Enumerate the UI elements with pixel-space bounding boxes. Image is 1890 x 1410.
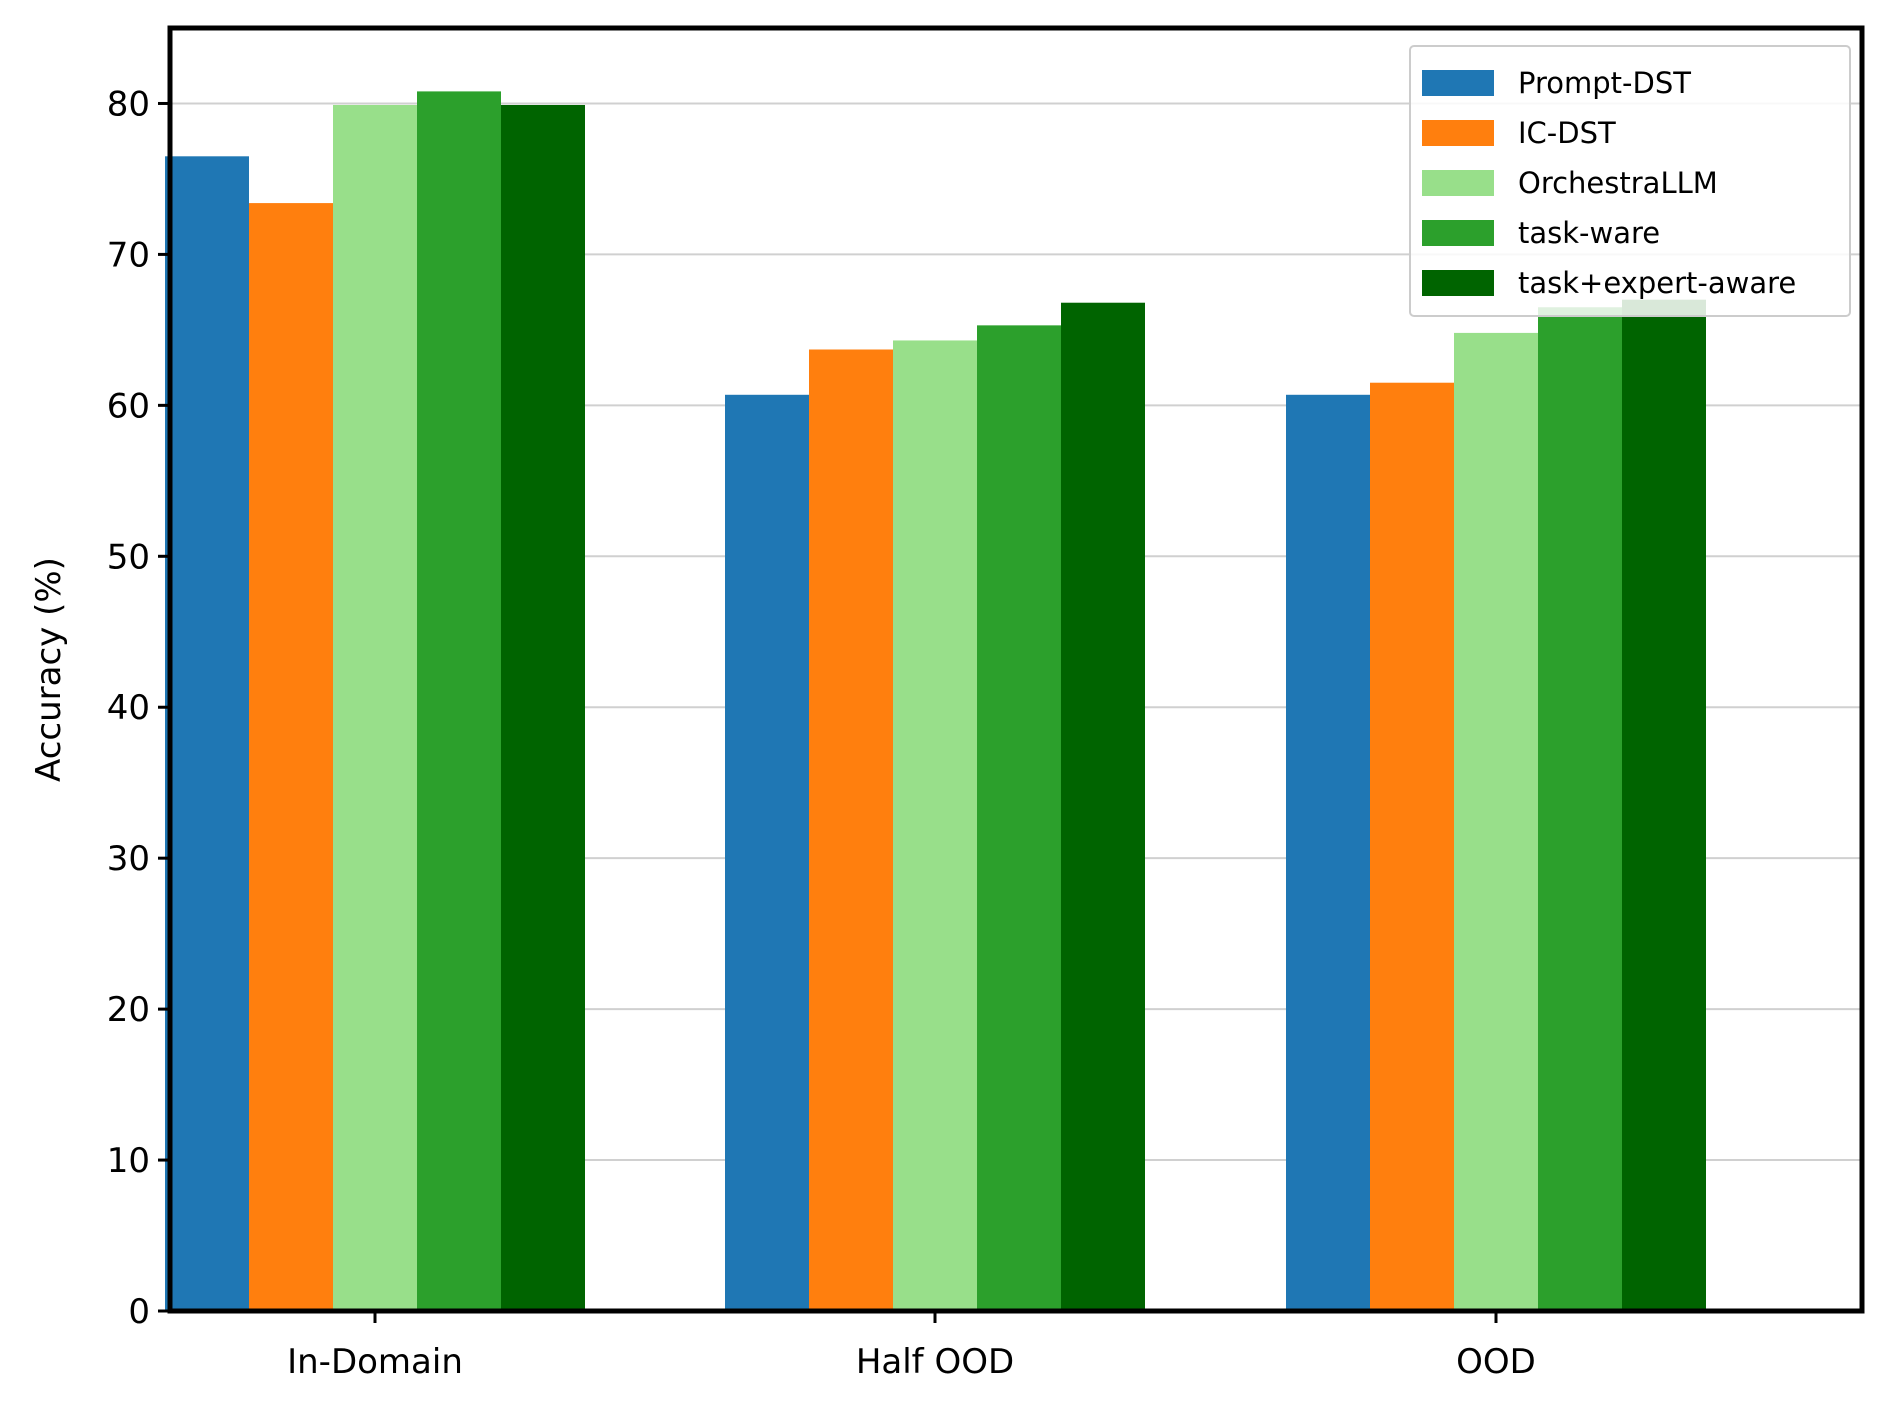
legend-label: OrchestraLLM	[1518, 166, 1718, 200]
bar-ic-dst-half-ood	[809, 349, 893, 1311]
bar-orchestrallm-ood	[1454, 332, 1538, 1311]
legend-swatch	[1422, 170, 1494, 196]
y-tick-label: 70	[107, 235, 150, 275]
y-tick-label: 20	[107, 990, 150, 1030]
legend-swatch	[1422, 70, 1494, 96]
bar-task-ware-in-domain	[417, 91, 501, 1312]
bar-orchestrallm-in-domain	[333, 104, 417, 1312]
bar-prompt-dst-in-domain	[165, 156, 249, 1311]
bar-task-expert-aware-half-ood	[1061, 302, 1145, 1311]
y-tick-label: 30	[107, 839, 150, 879]
legend-label: IC-DST	[1518, 116, 1616, 150]
bar-ic-dst-ood	[1370, 382, 1454, 1311]
y-tick-label: 0	[128, 1292, 150, 1332]
bar-task-ware-half-ood	[977, 325, 1061, 1311]
bar-orchestrallm-half-ood	[893, 340, 977, 1311]
bar-task-expert-aware-ood	[1622, 299, 1706, 1312]
y-axis-title: Accuracy (%)	[29, 557, 69, 782]
plot-frame	[167, 25, 1865, 1314]
legend-label: task+expert-aware	[1518, 266, 1796, 300]
bar-task-expert-aware-in-domain	[501, 104, 585, 1312]
bar-prompt-dst-ood	[1286, 394, 1370, 1311]
bars	[165, 91, 1706, 1312]
bar-prompt-dst-half-ood	[725, 394, 809, 1311]
legend-label: Prompt-DST	[1518, 66, 1691, 100]
axis-ticks: 0 10 20 30 40 50 60 70 80 In-Domain Half OOD OOD	[107, 84, 1536, 1382]
bar-task-ware-ood	[1538, 307, 1622, 1311]
legend-box	[1409, 45, 1851, 317]
y-tick-label: 50	[107, 537, 150, 577]
bar-ic-dst-in-domain	[249, 203, 333, 1311]
legend-swatch	[1422, 120, 1494, 146]
y-tick-label: 40	[107, 688, 150, 728]
legend-label: task-ware	[1518, 216, 1660, 250]
x-tick-label: OOD	[1456, 1342, 1536, 1382]
x-tick-label: Half OOD	[856, 1342, 1014, 1382]
legend-swatch	[1422, 270, 1494, 296]
y-tick-label: 80	[107, 84, 150, 124]
y-tick-label: 10	[107, 1141, 150, 1181]
x-tick-label: In-Domain	[287, 1342, 463, 1382]
legend-swatch	[1422, 220, 1494, 246]
y-tick-label: 60	[107, 386, 150, 426]
legend: Prompt-DST IC-DST OrchestraLLM task-ware tas…	[1409, 45, 1851, 317]
